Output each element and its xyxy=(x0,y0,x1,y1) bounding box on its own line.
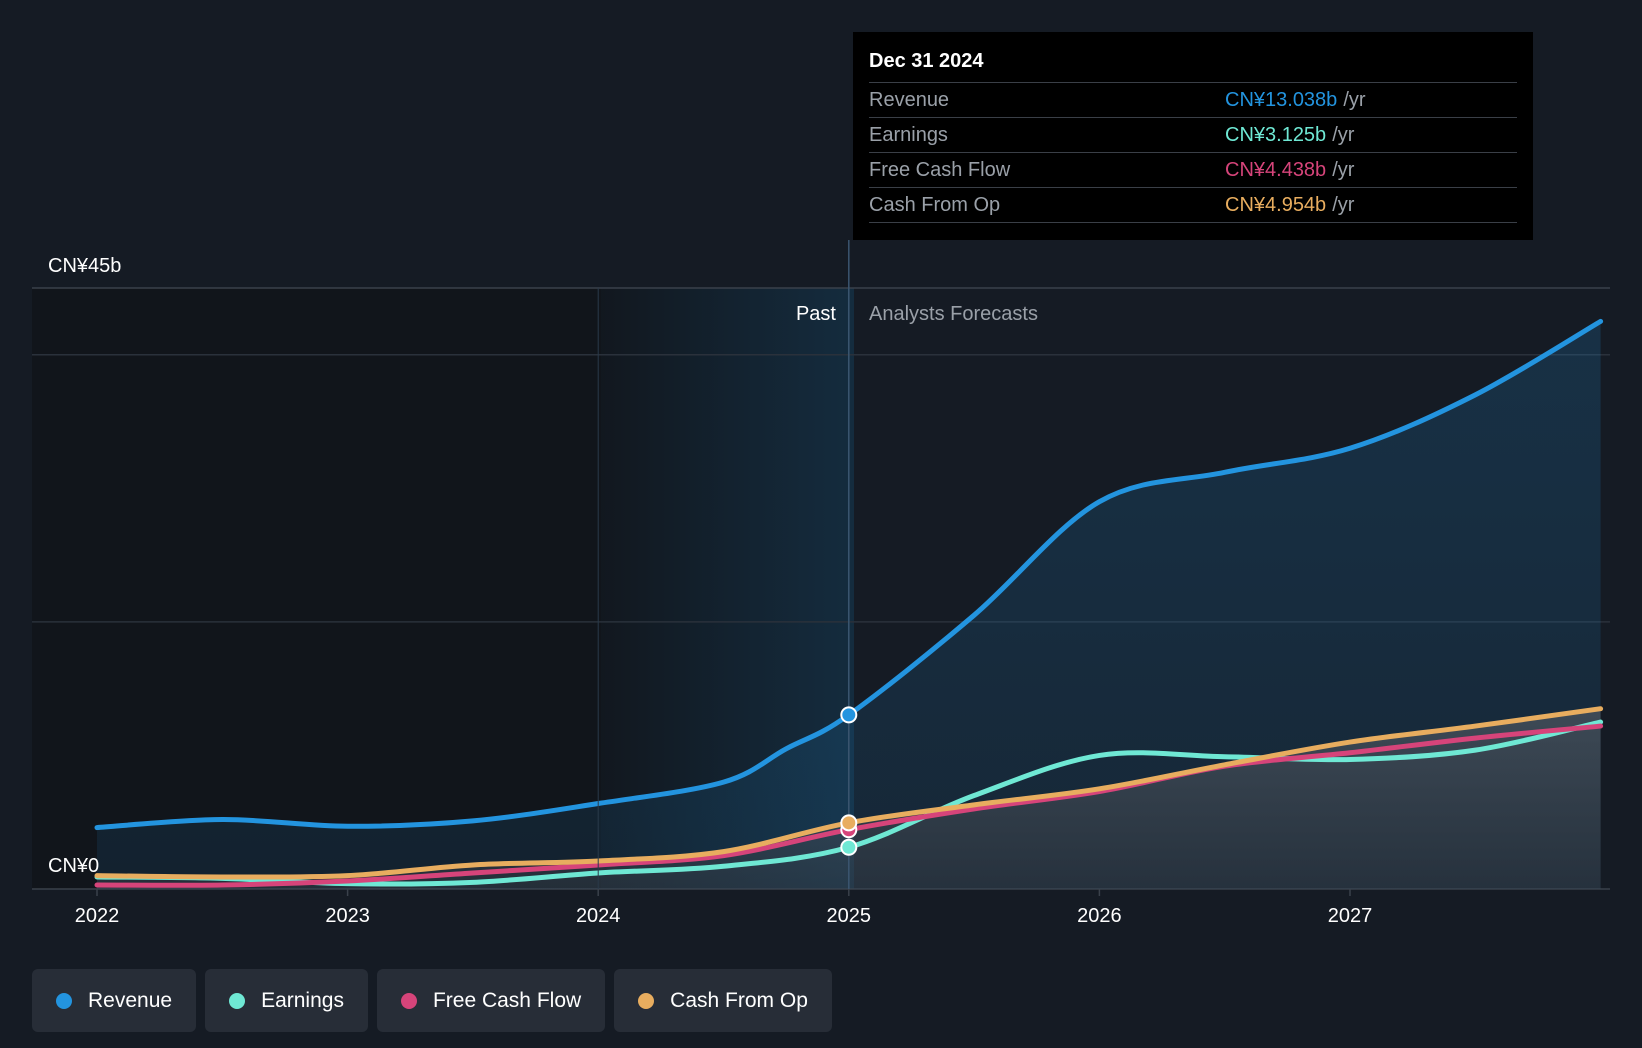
tooltip-row-label: Revenue xyxy=(869,89,950,111)
tooltip-row: Cash From Op CN¥4.954b/yr xyxy=(869,188,1517,223)
legend-label: Cash From Op xyxy=(670,988,808,1012)
tooltip-row-unit: /yr xyxy=(1343,89,1366,111)
marker-cash-from-op xyxy=(840,814,858,832)
y-axis-bottom-label: CN¥0 xyxy=(48,855,99,877)
tooltip-row: Free Cash Flow CN¥4.438b/yr xyxy=(869,153,1517,188)
legend-dot-icon xyxy=(229,992,246,1009)
area-fills xyxy=(97,321,1601,889)
legend: Revenue Earnings Free Cash Flow Cash From O… xyxy=(32,969,832,1032)
legend-item-earnings[interactable]: Earnings xyxy=(205,969,368,1032)
forecast-label: Analysts Forecasts xyxy=(869,303,1038,325)
legend-dot-icon xyxy=(400,992,417,1009)
highlight-markers xyxy=(840,706,858,856)
tooltip-row: Earnings CN¥3.125b/yr xyxy=(869,118,1517,153)
earnings-area xyxy=(97,708,1601,889)
y-axis-top-label: CN¥45b xyxy=(48,255,121,277)
legend-dot-icon xyxy=(56,992,72,1009)
tooltip-row: Revenue CN¥13.038b/yr xyxy=(869,83,1517,118)
legend-dot-icon xyxy=(638,992,655,1009)
tooltip-rows: Revenue CN¥13.038b/yr Earnings CN¥3.125b/yr… xyxy=(869,83,1517,223)
tooltip-date: Dec 31 2024 xyxy=(869,46,1517,83)
legend-label: Revenue xyxy=(88,988,173,1012)
legend-item-cash-from-op[interactable]: Cash From Op xyxy=(614,969,832,1032)
x-tick-label: 2022 xyxy=(75,905,120,927)
marker-revenue xyxy=(840,706,858,724)
tooltip-row-label: Free Cash Flow xyxy=(869,159,1011,181)
x-tick-label: 2023 xyxy=(325,905,370,927)
x-tick-label: 2026 xyxy=(1077,905,1122,927)
tooltip-row-unit: /yr xyxy=(1332,194,1355,216)
legend-label: Free Cash Flow xyxy=(432,988,582,1012)
tooltip-row-unit: /yr xyxy=(1332,159,1355,181)
tooltip-row-value: CN¥4.438b xyxy=(1225,159,1327,181)
tooltip-row-value: CN¥13.038b xyxy=(1225,89,1338,111)
x-axis: 2022 2023 2024 2025 2026 2027 xyxy=(75,889,1373,927)
marker-earnings xyxy=(840,838,858,856)
tooltip-row-value: CN¥3.125b xyxy=(1225,124,1327,146)
tooltip-row-label: Earnings xyxy=(869,124,948,146)
tooltip: Dec 31 2024 Revenue CN¥13.038b/yr Earnings… xyxy=(853,32,1533,240)
tooltip-row-unit: /yr xyxy=(1332,124,1355,146)
x-tick-label: 2027 xyxy=(1328,905,1373,927)
legend-item-free-cash-flow[interactable]: Free Cash Flow xyxy=(376,969,606,1032)
legend-label: Earnings xyxy=(261,988,344,1012)
legend-item-revenue[interactable]: Revenue xyxy=(32,969,197,1032)
tooltip-row-value: CN¥4.954b xyxy=(1225,194,1327,216)
x-tick-label: 2024 xyxy=(576,905,621,927)
x-tick-label: 2025 xyxy=(827,905,872,927)
series-line-revenue xyxy=(94,318,1604,831)
revenue-area xyxy=(97,321,1601,889)
tooltip-row-label: Cash From Op xyxy=(869,194,1001,216)
past-label: Past xyxy=(796,303,836,325)
